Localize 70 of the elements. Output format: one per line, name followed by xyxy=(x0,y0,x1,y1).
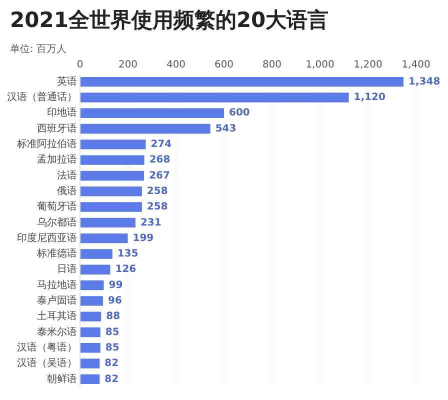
data-label: 82 xyxy=(104,358,119,370)
y-tick-label: 朝鲜语 xyxy=(47,372,77,385)
bar xyxy=(80,296,104,306)
bar xyxy=(80,92,349,102)
chart-title: 2021全世界使用频繁的20大语言 xyxy=(10,7,329,34)
x-tick-label: 200 xyxy=(118,60,138,71)
bar xyxy=(80,343,100,353)
bar xyxy=(80,249,112,259)
bar xyxy=(80,76,404,87)
data-label: 258 xyxy=(146,202,168,213)
y-tick-label: 法语 xyxy=(57,169,77,182)
data-label: 543 xyxy=(215,123,236,134)
y-tick-label: 英语 xyxy=(57,75,77,88)
bar xyxy=(80,327,100,338)
x-tick-label: 600 xyxy=(214,60,234,71)
bar xyxy=(80,155,144,165)
bar xyxy=(80,140,146,150)
data-label: 135 xyxy=(117,248,138,260)
y-tick-label: 汉语（粤语） xyxy=(17,341,77,354)
x-tick-label: 800 xyxy=(262,60,282,71)
y-tick-label: 汉语（普通话） xyxy=(7,91,77,104)
data-label: 82 xyxy=(104,374,119,385)
bar xyxy=(80,374,100,384)
data-label: 96 xyxy=(108,296,122,307)
bar xyxy=(80,124,210,134)
data-label: 1,348 xyxy=(408,76,440,88)
data-label: 99 xyxy=(108,280,123,291)
bar xyxy=(80,280,104,290)
y-tick-label: 泰米尔语 xyxy=(37,326,77,338)
y-tick-label: 马拉地语 xyxy=(37,278,77,291)
y-tick-label: 汉语（吴语） xyxy=(17,357,77,370)
x-tick-label: 1,000 xyxy=(306,60,334,71)
x-tick-label: 1,400 xyxy=(402,60,430,71)
bar xyxy=(80,108,224,118)
bar xyxy=(80,186,142,196)
y-tick-label: 印地语 xyxy=(47,106,77,119)
data-label: 268 xyxy=(149,154,170,166)
y-tick-label: 土耳其语 xyxy=(37,310,77,322)
bar xyxy=(80,233,128,244)
x-tick-label: 1,200 xyxy=(354,60,382,71)
bar xyxy=(80,218,136,228)
y-tick-label: 乌尔都语 xyxy=(37,216,77,228)
y-tick-label: 标准德语 xyxy=(36,248,77,260)
bar xyxy=(80,264,110,274)
data-label: 199 xyxy=(132,232,154,244)
y-tick-label: 泰卢固语 xyxy=(37,294,77,307)
data-label: 258 xyxy=(146,186,168,197)
y-tick-label: 印度尼西亚语 xyxy=(17,232,77,244)
y-tick-label: 葡萄牙语 xyxy=(37,200,77,213)
y-tick-label: 标准阿拉伯语 xyxy=(16,138,77,150)
y-tick-label: 孟加拉语 xyxy=(37,154,77,166)
x-tick-label: 0 xyxy=(76,60,84,71)
data-label: 1,120 xyxy=(354,92,386,104)
data-label: 274 xyxy=(150,139,172,150)
data-label: 600 xyxy=(229,108,250,119)
data-label: 85 xyxy=(105,342,120,354)
bar xyxy=(80,358,100,368)
data-label: 126 xyxy=(115,264,136,276)
bar xyxy=(80,170,144,181)
data-label: 231 xyxy=(140,217,162,228)
bar xyxy=(80,202,142,212)
data-label: 267 xyxy=(149,170,170,182)
y-tick-label: 西班牙语 xyxy=(37,122,77,134)
data-label: 88 xyxy=(106,311,120,322)
data-label: 85 xyxy=(105,326,120,338)
x-tick-label: 400 xyxy=(166,60,186,71)
x-axis-title: 单位: 百万人 xyxy=(10,42,67,56)
bar xyxy=(80,312,102,322)
y-tick-label: 俄语 xyxy=(57,184,77,197)
y-tick-label: 日语 xyxy=(57,263,77,276)
